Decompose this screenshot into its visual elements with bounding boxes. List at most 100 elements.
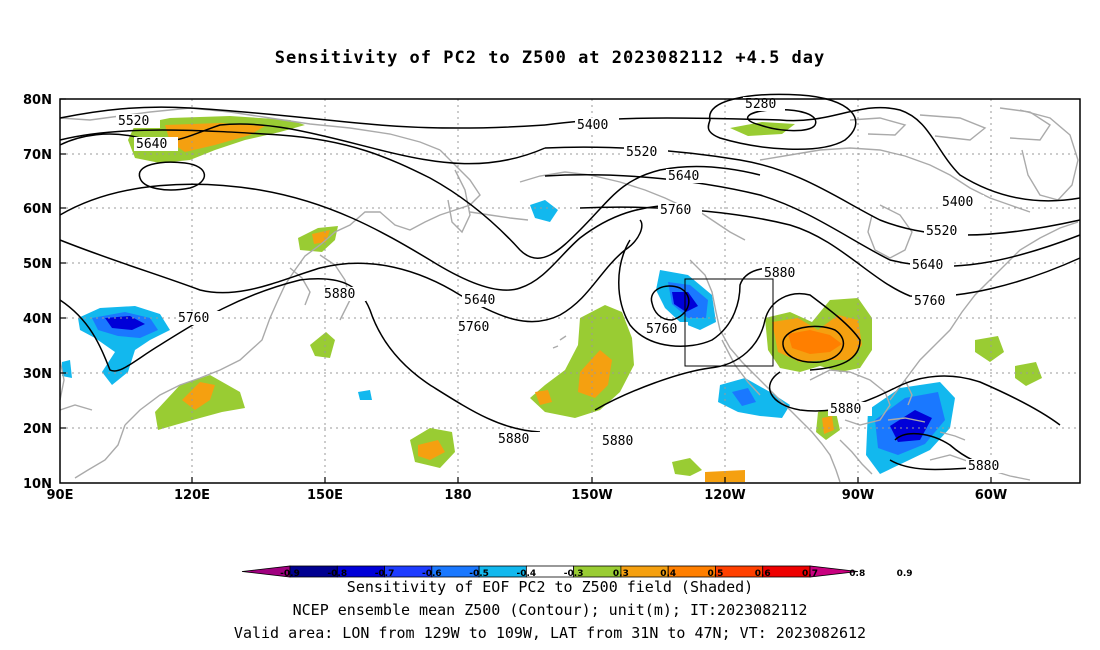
contour-label: 5400 — [575, 118, 619, 133]
contour-5760-low — [618, 239, 786, 347]
shaded-sensitivity — [62, 116, 1042, 482]
lon-tick-label: 60W — [975, 488, 1007, 503]
map-frame — [59, 98, 1081, 484]
contour-5640-mid — [59, 183, 681, 291]
coast-alaska — [519, 171, 746, 241]
colorbar-tick-label: 0.9 — [897, 569, 913, 579]
shade-cp-blue — [358, 390, 372, 400]
contour-5880-carib2 — [889, 459, 971, 471]
shade-texas-deep — [788, 330, 842, 354]
shade-aleutian — [530, 200, 558, 222]
coast-baja — [721, 339, 761, 396]
contour-5640-west — [59, 123, 546, 165]
colorbar-tick-label: -0.8 — [327, 569, 347, 579]
lat-tick-label: 30N — [23, 367, 52, 382]
footer-line-contour: NCEP ensemble mean Z500 (Contour); unit(… — [292, 601, 808, 619]
contour-5760-east — [579, 206, 1081, 298]
contour-labels: 5280 5400 5520 5640 5760 5880 5520 5640 … — [116, 97, 1010, 474]
shade-gulf-core — [822, 416, 834, 434]
coast-greenland — [1019, 109, 1079, 201]
contour-label-text: 5520 — [626, 145, 657, 160]
contour-label: 5640 — [134, 137, 178, 152]
coast-hawaii — [552, 335, 567, 349]
shade-atlantic-1 — [975, 336, 1004, 362]
contour-label-text: 5520 — [118, 114, 149, 129]
footer-caption: Sensitivity of EOF PC2 to Z500 field (Sh… — [0, 576, 1100, 645]
tick-marks — [60, 98, 992, 483]
lon-tick-label: 90W — [842, 488, 874, 503]
contour-5280 — [707, 93, 857, 151]
coast-florida — [904, 379, 913, 406]
lat-tick-label: 60N — [23, 202, 52, 217]
contour-label-text: 5880 — [830, 402, 861, 417]
contour-label: 5880 — [966, 459, 1010, 474]
contour-label-text: 5880 — [602, 434, 633, 449]
contour-label-text: 5880 — [324, 287, 355, 302]
contour-5640-east — [544, 174, 1081, 268]
contour-label-text: 5880 — [764, 266, 795, 281]
contour-label-text: 5520 — [926, 224, 957, 239]
lat-axis-labels: 80N 70N 60N 50N 40N 30N 20N 10N — [23, 93, 52, 492]
colorbar-tick-label: 0.7 — [802, 569, 818, 579]
contour-label: 5280 — [743, 97, 785, 112]
lat-tick-label: 20N — [23, 422, 52, 437]
coast-kamchatka — [447, 169, 471, 234]
coast-na-east — [889, 221, 1079, 401]
contour-5760-west — [59, 219, 643, 323]
shade-baja-core — [732, 388, 756, 406]
colorbar-tick-label: 0.6 — [755, 569, 771, 579]
z500-contours — [59, 93, 1081, 471]
footer-line-valid-area: Valid area: LON from 129W to 109W, LAT f… — [233, 624, 867, 642]
coast-canada-north — [759, 147, 1031, 213]
contour-label: 5760 — [658, 203, 702, 218]
shade-subtropical-pacific-core2 — [535, 390, 552, 405]
contour-5880-gulf — [768, 371, 1061, 426]
lat-tick-label: 70N — [23, 148, 52, 163]
coast-asia-north — [59, 107, 441, 151]
contour-label-text: 5640 — [668, 169, 699, 184]
contour-5760-ring — [650, 285, 690, 321]
coast-central-america — [839, 439, 873, 475]
contour-5520-west — [59, 106, 546, 129]
shade-ca-small2 — [705, 470, 745, 482]
valid-area-box — [684, 278, 774, 367]
lon-tick-label: 120E — [174, 488, 210, 503]
colorbar-tick-label: -0.3 — [564, 569, 584, 579]
shade-baja — [718, 378, 790, 418]
shade-cp-small — [310, 332, 335, 358]
contour-label: 5880 — [600, 434, 644, 449]
coast-na-west — [689, 259, 841, 483]
contour-label-text: 5640 — [464, 293, 495, 308]
contour-label-text: 5880 — [968, 459, 999, 474]
contour-label-text: 5400 — [942, 195, 973, 210]
coast-arctic-islands — [849, 107, 1051, 141]
colorbar-tick-label: 0.4 — [660, 569, 676, 579]
colorbar: -0.9 -0.8 -0.7 -0.6 -0.5 -0.4 -0.3 0.3 0.4 0.5 0.6… — [241, 565, 913, 579]
lon-axis-labels: 90E 120E 150E 180 150W 120W 90W 60W — [47, 488, 1008, 503]
colorbar-tick-label: 0.3 — [613, 569, 629, 579]
lon-tick-label: 120W — [704, 488, 745, 503]
shade-subtropical-pacific-core — [578, 350, 612, 398]
shade-ca-small — [672, 458, 702, 476]
contour-label: 5880 — [762, 266, 806, 281]
contour-label: 5760 — [912, 294, 956, 309]
contour-label-text: 5640 — [136, 137, 167, 152]
contour-label-text: 5760 — [660, 203, 691, 218]
contour-label: 5520 — [116, 114, 160, 129]
contour-label-text: 5760 — [458, 320, 489, 335]
lat-tick-label: 40N — [23, 312, 52, 327]
lon-tick-label: 150E — [307, 488, 343, 503]
contour-5880-east — [594, 293, 861, 411]
contour-label-text: 5760 — [646, 322, 677, 337]
graticule — [60, 99, 1080, 483]
contour-5880-west — [59, 278, 541, 433]
shade-philippines-core — [182, 382, 215, 410]
lon-tick-label: 150W — [571, 488, 612, 503]
colorbar-max-arrow — [809, 565, 859, 578]
contour-label-text: 5640 — [912, 258, 943, 273]
coast-hudson — [867, 204, 913, 259]
contour-label: 5400 — [940, 195, 984, 210]
contour-label: 5880 — [496, 432, 540, 447]
shade-canada-arctic — [730, 122, 795, 136]
